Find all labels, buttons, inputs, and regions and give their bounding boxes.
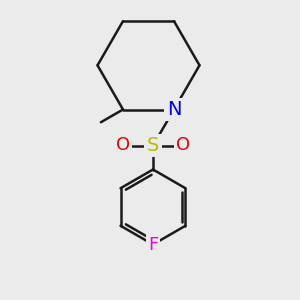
Text: F: F [148, 236, 158, 253]
Text: S: S [147, 136, 159, 155]
Text: O: O [116, 136, 130, 154]
Text: N: N [167, 100, 181, 119]
Text: O: O [176, 136, 190, 154]
